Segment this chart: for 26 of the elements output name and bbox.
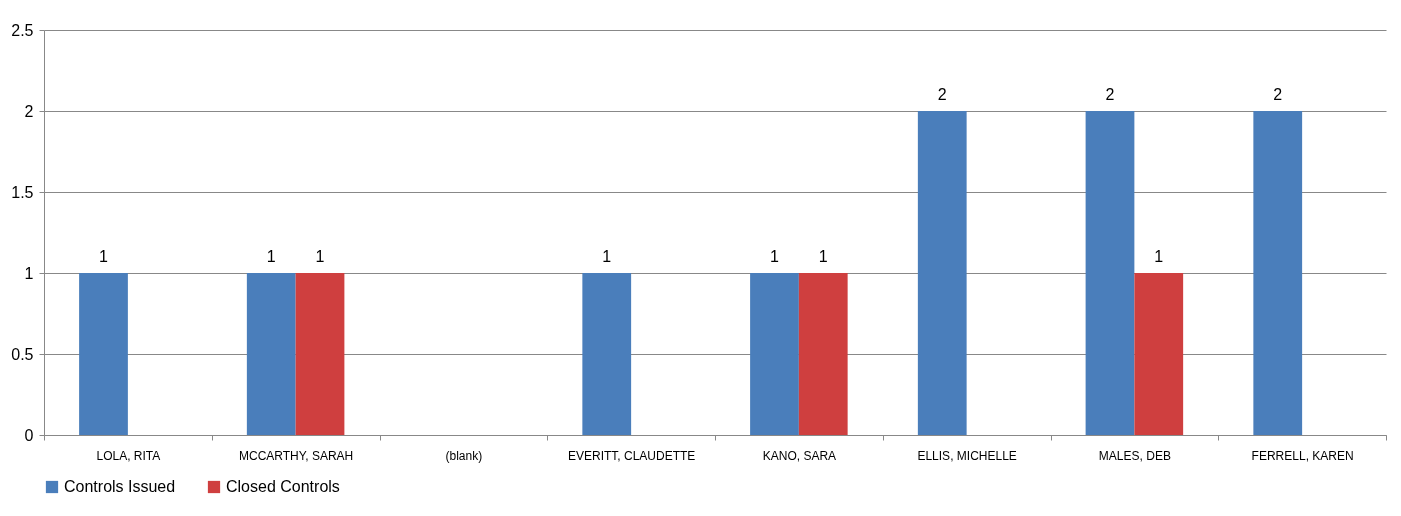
legend-label: Controls Issued — [64, 478, 176, 495]
data-label: 1 — [266, 248, 276, 265]
x-tick-label: FERRELL, KAREN — [1251, 448, 1354, 463]
y-tick-label: 2.5 — [11, 21, 34, 39]
x-tick-label: LOLA, RITA — [96, 448, 161, 463]
x-tick-label: MCCARTHY, SARAH — [239, 448, 354, 463]
x-tick-label: MALES, DEB — [1098, 448, 1171, 463]
x-tick-label: ELLIS, MICHELLE — [917, 448, 1017, 463]
legend-label: Closed Controls — [226, 478, 340, 495]
data-label: 2 — [937, 86, 947, 103]
data-label: 1 — [1154, 248, 1164, 265]
data-label: 1 — [818, 248, 828, 265]
data-label: 1 — [602, 248, 612, 265]
y-tick-label: 1 — [24, 264, 34, 282]
y-tick-label: 1.5 — [11, 183, 34, 201]
x-tick-label: KANO, SARA — [762, 448, 837, 463]
x-tick-label: EVERITT, CLAUDETTE — [567, 448, 696, 463]
data-label: 2 — [1105, 86, 1115, 103]
data-label: 2 — [1273, 86, 1283, 103]
y-tick-label: 0.5 — [11, 345, 34, 363]
data-label: 1 — [770, 248, 780, 265]
x-tick-label: (blank) — [445, 448, 483, 463]
y-tick-label: 2 — [24, 102, 34, 120]
y-tick-label: 0 — [24, 426, 34, 444]
data-label: 1 — [99, 248, 109, 265]
data-label: 1 — [315, 248, 325, 265]
